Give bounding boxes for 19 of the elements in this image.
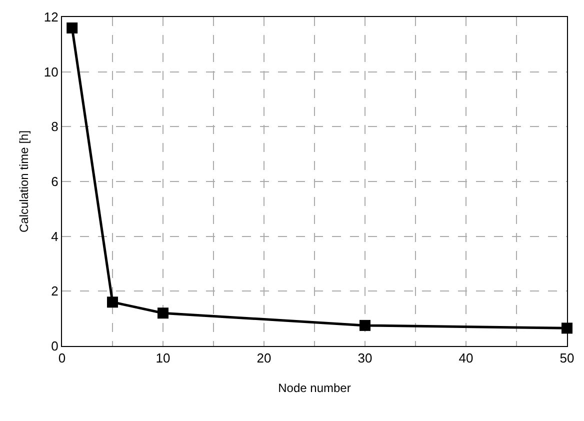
- y-tick-label: 2: [51, 284, 58, 299]
- y-tick-label: 8: [51, 119, 58, 134]
- x-tick-label: 20: [256, 350, 272, 366]
- point: [360, 320, 370, 331]
- y-tick-label: 10: [44, 64, 58, 80]
- x-tick-label: 10: [156, 350, 170, 366]
- x-tick-label: 40: [458, 350, 474, 366]
- point: [107, 296, 118, 308]
- y-tick-label: 6: [51, 174, 58, 190]
- y-tick-label: 4: [51, 228, 58, 244]
- point: [66, 22, 78, 34]
- y-tick-label: 0: [51, 338, 58, 354]
- y-axis-title: Calculation time [h]: [17, 130, 31, 233]
- x-tick-label: 30: [358, 350, 372, 366]
- point: [158, 308, 168, 319]
- x-tick-label: 50: [560, 350, 574, 366]
- x-axis-title: Node number: [278, 381, 351, 395]
- point: [562, 322, 572, 334]
- y-tick-label: 12: [44, 10, 58, 25]
